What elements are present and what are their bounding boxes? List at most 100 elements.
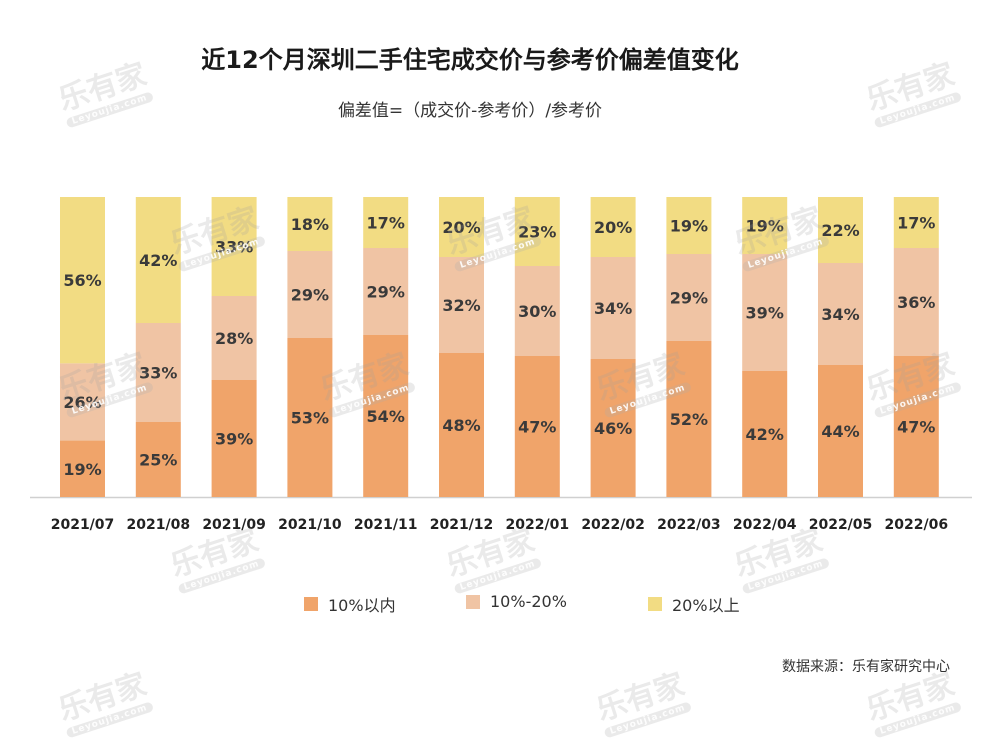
- chart-subtitle: 偏差值=（成交价-参考价）/参考价: [337, 101, 603, 121]
- legend-swatch-series-2: [466, 594, 480, 609]
- bar-segment-series-3: [742, 197, 788, 254]
- x-tick-label: 2021/12: [430, 517, 494, 533]
- data-label-series-1: 25%: [139, 451, 177, 470]
- bar-segment-series-1: [742, 371, 788, 497]
- bar-segment-series-2: [514, 266, 560, 356]
- data-label-series-2: 39%: [746, 304, 784, 323]
- data-label-series-3: 17%: [897, 214, 935, 233]
- data-label-series-2: 33%: [139, 364, 177, 383]
- bar-segment-series-3: [666, 197, 712, 254]
- data-label-series-1: 47%: [897, 418, 935, 437]
- data-label-series-2: 32%: [442, 296, 480, 315]
- legend-label-series-3: 20%以上: [672, 596, 740, 615]
- bar-segment-series-1: [590, 359, 636, 497]
- data-label-series-1: 39%: [215, 430, 253, 449]
- data-label-series-2: 34%: [821, 305, 859, 324]
- x-tick-label: 2021/09: [202, 517, 266, 533]
- bar-segment-series-3: [590, 197, 636, 257]
- bar-segment-series-3: [818, 197, 863, 263]
- bar-segment-series-2: [211, 296, 257, 380]
- bar-segment-series-1: [893, 356, 939, 497]
- legend-swatch-series-1: [304, 597, 318, 611]
- data-label-series-2: 28%: [215, 329, 253, 348]
- bar-segment-series-3: [893, 197, 939, 248]
- watermark-logo: 乐有家 Leyoujia.com: [52, 659, 155, 739]
- x-tick-label: 2022/02: [581, 517, 645, 533]
- bar-segment-series-3: [60, 197, 105, 364]
- data-label-series-3: 19%: [670, 217, 708, 236]
- legend-item-series-2: 10%-20%: [466, 592, 567, 611]
- bar-segment-series-1: [287, 338, 333, 497]
- data-label-series-3: 18%: [291, 215, 329, 234]
- data-label-series-1: 54%: [367, 407, 405, 426]
- stacked-bar-chart: 19% 26% 56% 2021/07 25% 33% 42% 2021/08 39% 28% 33…: [30, 197, 972, 533]
- data-label-series-2: 34%: [594, 299, 632, 318]
- data-label-series-3: 42%: [139, 251, 177, 270]
- bar-segment-series-2: [60, 363, 105, 441]
- data-label-series-1: 48%: [442, 416, 480, 435]
- data-label-series-1: 47%: [518, 418, 556, 437]
- bar-segment-series-2: [287, 251, 333, 338]
- data-label-series-2: 36%: [897, 293, 935, 312]
- bar-segment-series-1: [60, 440, 105, 497]
- bar-segment-series-1: [363, 335, 409, 497]
- data-label-series-2: 29%: [670, 289, 708, 308]
- x-tick-label: 2022/04: [733, 517, 797, 533]
- bar-segment-series-3: [287, 197, 333, 251]
- x-tick-label: 2021/10: [278, 517, 342, 533]
- x-tick-label: 2022/05: [809, 517, 873, 533]
- bar-segment-series-3: [514, 197, 560, 266]
- data-label-series-1: 42%: [746, 425, 784, 444]
- bar-segment-series-1: [666, 341, 712, 497]
- x-tick-label: 2021/07: [51, 517, 115, 533]
- legend-label-series-2: 10%-20%: [490, 592, 567, 611]
- legend-label-series-1: 10%以内: [328, 596, 396, 615]
- data-label-series-1: 19%: [63, 460, 101, 479]
- data-source: 数据来源：乐有家研究中心: [782, 659, 950, 675]
- data-label-series-1: 44%: [821, 422, 859, 441]
- data-label-series-2: 30%: [518, 302, 556, 321]
- x-tick-label: 2021/11: [354, 517, 418, 533]
- data-label-series-2: 29%: [367, 283, 405, 302]
- bar-segment-series-1: [514, 356, 560, 497]
- bar-segment-series-2: [893, 248, 939, 356]
- x-tick-label: 2021/08: [127, 517, 191, 533]
- bar-segment-series-2: [135, 323, 181, 422]
- legend: 10%以内 10%-20% 20%以上: [0, 592, 1000, 616]
- data-label-series-2: 29%: [291, 286, 329, 305]
- data-label-series-3: 56%: [63, 271, 101, 290]
- data-label-series-3: 20%: [442, 218, 480, 237]
- bar-segment-series-2: [439, 257, 484, 353]
- bar-segment-series-3: [135, 197, 181, 323]
- data-label-series-3: 17%: [367, 214, 405, 233]
- bar-segment-series-2: [666, 254, 712, 341]
- data-label-series-2: 26%: [63, 393, 101, 412]
- bar-segment-series-1: [135, 422, 181, 497]
- data-label-series-3: 22%: [821, 221, 859, 240]
- bar-segment-series-2: [590, 257, 636, 359]
- legend-swatch-series-3: [648, 597, 662, 611]
- bar-segment-series-1: [211, 380, 257, 497]
- data-label-series-3: 33%: [215, 238, 253, 257]
- legend-item-series-3: 20%以上: [648, 592, 740, 616]
- bar-segment-series-3: [363, 197, 409, 248]
- bar-segment-series-3: [211, 197, 257, 296]
- watermark-logo: 乐有家 Leyoujia.com: [590, 659, 693, 739]
- legend-item-series-1: 10%以内: [304, 592, 396, 616]
- x-tick-label: 2022/01: [506, 517, 570, 533]
- x-tick-label: 2022/03: [657, 517, 721, 533]
- data-label-series-3: 19%: [746, 217, 784, 236]
- bar-segment-series-2: [818, 263, 863, 365]
- bar-segment-series-2: [742, 254, 788, 371]
- bar-segment-series-3: [439, 197, 484, 257]
- data-label-series-1: 52%: [670, 410, 708, 429]
- data-label-series-3: 20%: [594, 218, 632, 237]
- x-tick-label: 2022/06: [885, 517, 949, 533]
- data-label-series-1: 53%: [291, 409, 329, 428]
- bar-segment-series-2: [363, 248, 409, 335]
- chart-title: 近12个月深圳二手住宅成交价与参考价偏差值变化: [201, 46, 739, 74]
- data-label-series-1: 46%: [594, 419, 632, 438]
- bar-segment-series-1: [439, 353, 484, 497]
- data-label-series-3: 23%: [518, 223, 556, 242]
- bar-segment-series-1: [818, 365, 863, 497]
